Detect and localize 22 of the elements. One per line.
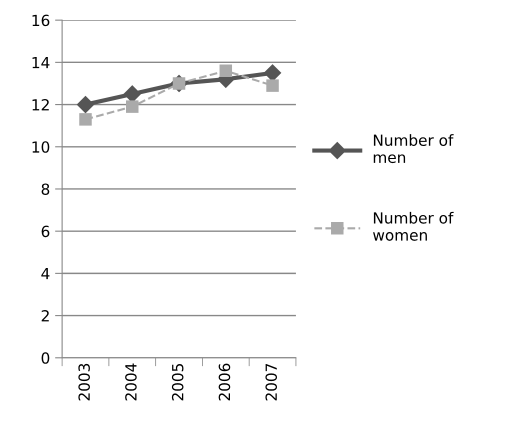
y-tick-label: 16 [32,14,50,26]
legend-label: Number of men [374,134,454,164]
x-tick-label: 2004 [125,364,137,400]
y-tick-label: 0 [42,352,50,364]
x-tick-label: 2006 [218,364,230,400]
y-tick-label: 10 [32,141,50,153]
x-tick-label: 2007 [265,364,277,400]
y-tick-label: 6 [42,226,50,238]
x-tick-label: 2003 [78,364,90,400]
legend-label: Number of women [373,212,454,241]
y-tick-label: 4 [41,268,50,280]
y-tick-label: 12 [32,99,49,110]
point [266,79,279,92]
point [264,64,282,82]
x-tick-label: 2005 [172,364,184,400]
y-tick-label: 14 [32,57,50,68]
y-tick-label: 8 [42,183,50,195]
point [76,96,94,114]
point [79,113,92,126]
y-tick-label: 2 [42,310,49,322]
point [220,64,232,78]
point [126,100,139,113]
